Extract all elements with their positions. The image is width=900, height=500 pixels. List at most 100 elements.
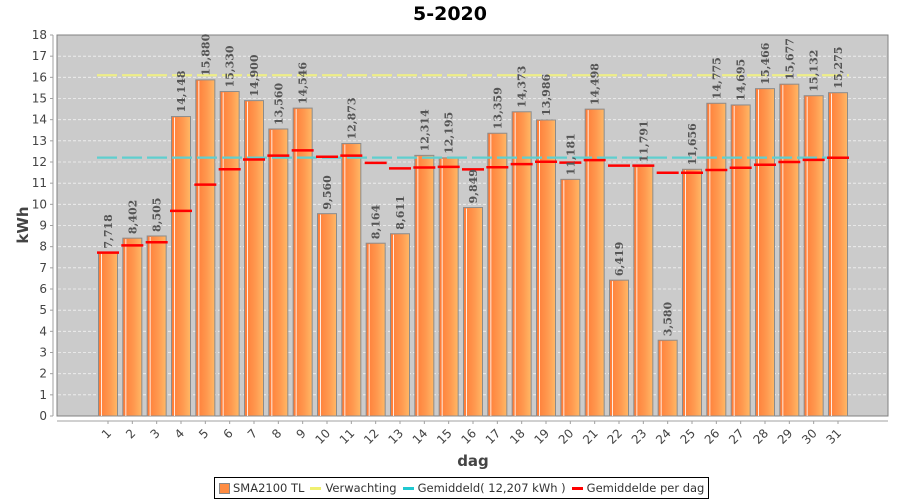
x-tick-label: 16 xyxy=(458,426,479,447)
bars xyxy=(98,79,848,417)
x-tick-label: 5 xyxy=(196,426,211,441)
x-tick-label: 1 xyxy=(99,426,114,441)
x-tick-label: 2 xyxy=(123,426,138,441)
x-tick-label: 20 xyxy=(556,426,577,447)
bar-value-label: 14,148 xyxy=(175,70,188,112)
legend-label: Gemiddelde per dag xyxy=(586,481,705,495)
x-axis-label: dag xyxy=(457,452,489,470)
x-tick-label: 11 xyxy=(337,426,358,447)
x-tick-label: 12 xyxy=(361,426,382,447)
y-tick-label: 0 xyxy=(39,409,47,423)
x-tick-label: 6 xyxy=(220,426,235,441)
bar-value-label: 15,330 xyxy=(224,45,237,87)
bar-value-label: 6,419 xyxy=(613,242,626,276)
x-tick-label: 15 xyxy=(434,426,455,447)
x-tick-label: 22 xyxy=(604,426,625,447)
bar-value-label: 14,373 xyxy=(516,66,529,108)
legend-label: Verwachting xyxy=(325,481,397,495)
y-tick-label: 18 xyxy=(32,28,47,42)
y-tick-label: 10 xyxy=(32,197,47,211)
x-tick-label: 10 xyxy=(312,426,333,447)
bar-value-label: 8,611 xyxy=(394,195,407,229)
x-tick-label: 23 xyxy=(629,426,650,447)
bar xyxy=(317,213,337,417)
y-tick-label: 15 xyxy=(32,92,47,106)
x-tick-label: 25 xyxy=(677,426,698,447)
bar xyxy=(536,119,556,417)
x-tick-label: 27 xyxy=(726,426,747,447)
bar-value-label: 15,466 xyxy=(759,42,772,84)
bar-value-label: 13,986 xyxy=(540,74,553,116)
bar xyxy=(268,128,289,417)
legend-item-sma2100: SMA2100 TL xyxy=(219,481,304,495)
legend-item-gemiddelde-per-dag: Gemiddelde per dag xyxy=(571,481,705,495)
value-labels: 7,718 8,402 8,505 14,148 15,880 15,330 14,900 1… xyxy=(102,33,845,336)
bar-value-label: 7,718 xyxy=(102,214,115,249)
bar xyxy=(779,83,800,417)
y-axis-label: kWh xyxy=(14,206,32,243)
bar-value-label: 14,546 xyxy=(297,62,310,104)
y-tick-label: 6 xyxy=(39,282,47,296)
bar xyxy=(341,143,362,417)
bar xyxy=(414,154,435,417)
x-tick-label: 19 xyxy=(531,426,552,447)
y-tick-label: 5 xyxy=(39,303,47,317)
y-tick-label: 13 xyxy=(32,134,47,148)
y-tick-label: 3 xyxy=(39,346,47,360)
reference-lines xyxy=(97,74,849,159)
bar xyxy=(390,233,410,417)
bar xyxy=(803,95,824,417)
x-tick-label: 3 xyxy=(147,426,162,441)
bar-value-label: 14,498 xyxy=(589,63,602,105)
bar-value-label: 13,560 xyxy=(272,83,285,125)
y-tick-label: 14 xyxy=(32,113,47,127)
y-tick-label: 8 xyxy=(39,240,47,254)
bar-value-label: 11,791 xyxy=(637,120,650,162)
y-tick-label: 11 xyxy=(32,176,47,190)
bar-value-label: 15,880 xyxy=(199,33,212,75)
bar-value-label: 14,695 xyxy=(735,59,748,101)
bar-value-label: 15,677 xyxy=(783,38,796,80)
x-tick-label: 28 xyxy=(750,426,771,447)
legend-swatch-bar xyxy=(219,482,230,494)
y-tick-label: 17 xyxy=(32,49,47,63)
y-tick-label: 16 xyxy=(32,70,47,84)
legend-item-gemiddeld: Gemiddeld( 12,207 kWh ) xyxy=(402,481,566,495)
bar xyxy=(487,132,508,417)
bar-value-label: 9,560 xyxy=(321,175,334,210)
x-tick-label: 17 xyxy=(483,426,504,447)
bar xyxy=(463,207,483,417)
bar xyxy=(244,100,264,417)
legend-swatch-line xyxy=(571,486,583,490)
bar-value-label: 12,873 xyxy=(345,97,358,139)
bar-value-label: 14,900 xyxy=(248,54,261,96)
legend: SMA2100 TL Verwachting Gemiddeld( 12,207… xyxy=(214,477,710,499)
bar xyxy=(657,339,678,417)
bar xyxy=(584,108,605,417)
x-tick-label: 31 xyxy=(823,426,844,447)
x-tick-label: 18 xyxy=(507,426,528,447)
x-tick-label: 21 xyxy=(580,426,601,447)
bar xyxy=(219,91,240,417)
y-tick-label: 9 xyxy=(39,219,47,233)
bar-value-label: 12,314 xyxy=(418,109,431,151)
bar xyxy=(682,168,702,417)
bar xyxy=(292,107,313,417)
x-tick-label: 8 xyxy=(269,426,284,441)
bar xyxy=(365,242,386,417)
chart-title: 5-2020 xyxy=(413,3,487,25)
legend-item-verwachting: Verwachting xyxy=(310,481,397,495)
x-tick-label: 14 xyxy=(410,426,431,447)
bar-value-label: 15,132 xyxy=(808,50,821,92)
x-tick-label: 13 xyxy=(385,426,406,447)
bar xyxy=(609,279,629,417)
bar-value-label: 8,505 xyxy=(151,198,164,232)
bar xyxy=(122,237,143,417)
y-tick-label: 12 xyxy=(32,155,47,169)
bar-value-label: 8,164 xyxy=(370,204,383,239)
bar xyxy=(146,235,167,417)
bar-value-label: 14,775 xyxy=(710,57,723,99)
bar xyxy=(828,92,848,417)
